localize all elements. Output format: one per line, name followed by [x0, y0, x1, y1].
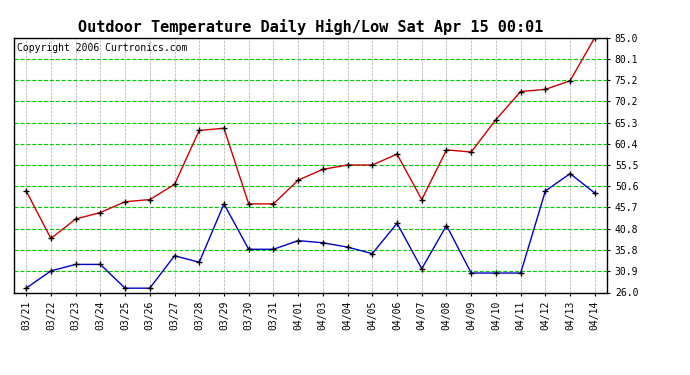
Text: Copyright 2006 Curtronics.com: Copyright 2006 Curtronics.com: [17, 43, 187, 52]
Title: Outdoor Temperature Daily High/Low Sat Apr 15 00:01: Outdoor Temperature Daily High/Low Sat A…: [78, 19, 543, 35]
